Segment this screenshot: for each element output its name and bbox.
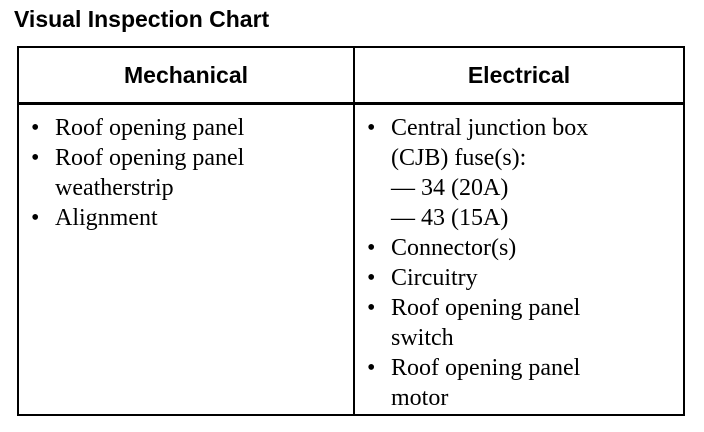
header-mechanical: Mechanical bbox=[17, 46, 355, 105]
list-item: Connector(s) bbox=[365, 233, 683, 263]
inspection-table: Mechanical Electrical Roof opening panel… bbox=[17, 46, 685, 416]
list-item: Roof opening panel switch bbox=[365, 293, 621, 353]
electrical-cell: Central junction box (CJB) fuse(s): — 34… bbox=[353, 102, 685, 416]
list-item: Alignment bbox=[29, 203, 353, 233]
list-item: Roof opening panel bbox=[29, 113, 353, 143]
list-item: Roof opening panel motor bbox=[365, 353, 621, 413]
list-item: Central junction box (CJB) fuse(s): bbox=[365, 113, 641, 173]
fuse-item: — 43 (15A) bbox=[391, 205, 509, 231]
list-item: Circuitry bbox=[365, 263, 683, 293]
list-item: Roof opening panel weatherstrip bbox=[29, 143, 285, 203]
mechanical-cell: Roof opening panel Roof opening panel we… bbox=[17, 102, 355, 416]
fuse-item: — 34 (20A) bbox=[391, 175, 509, 201]
chart-title: Visual Inspection Chart bbox=[14, 6, 270, 32]
header-electrical: Electrical bbox=[353, 46, 685, 105]
